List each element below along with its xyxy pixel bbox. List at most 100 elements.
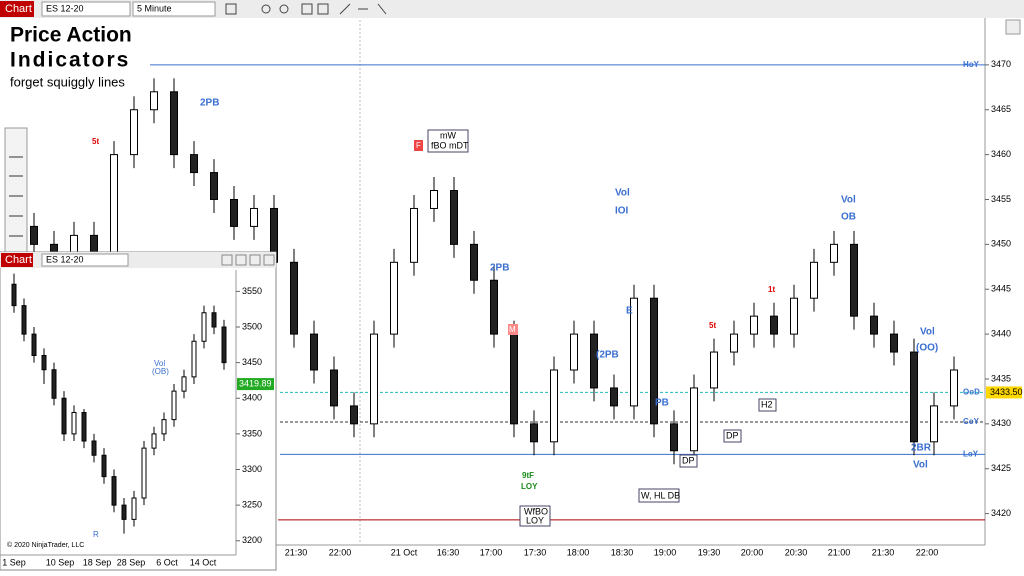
y-tick-label: 3445 (991, 284, 1011, 294)
candle-body (510, 333, 518, 425)
candle-body (850, 243, 858, 317)
candle-body (171, 390, 177, 421)
y-tick-label: 3470 (991, 59, 1011, 69)
main-chart: 3420 3425 3430 3435 3440 3445 3450 3455 3460 3465… (10, 59, 1023, 557)
title-line3: forget squiggly lines (10, 74, 125, 89)
annotation-box (679, 454, 698, 468)
candle-body (250, 207, 258, 227)
x-tick-label: 20:30 (785, 547, 808, 557)
candle-body (830, 243, 838, 263)
level-label: HoY (963, 60, 980, 69)
inset-frame (0, 251, 277, 571)
candle-body (111, 476, 117, 506)
annotation: W, HL DB (641, 490, 680, 500)
inset-instrument-select[interactable] (41, 253, 129, 267)
annotation: Vol (154, 359, 165, 368)
annotation: M (509, 325, 516, 334)
candle-body (910, 351, 918, 443)
annotation: E (626, 306, 633, 317)
x-tick-label: 22:00 (916, 547, 939, 557)
price-label: 3433.50 (990, 387, 1023, 397)
candle-body (330, 369, 338, 407)
interval: 5 Minute (137, 3, 172, 13)
y-tick-label: 3300 (242, 464, 262, 474)
annotation: DP (726, 430, 739, 440)
price-badge (986, 386, 1022, 399)
annotation: LOY (526, 515, 544, 525)
candle-body (151, 433, 157, 449)
y-tick-label: 3440 (991, 328, 1011, 338)
chart-tab[interactable] (0, 1, 34, 17)
tab-label: Chart (5, 3, 32, 15)
candle-body (170, 91, 178, 156)
annotation: H2 (761, 399, 773, 409)
candle-body (30, 225, 38, 245)
y-tick-label: 3400 (242, 393, 262, 403)
candle-body (490, 279, 498, 335)
inset-tab[interactable] (1, 253, 33, 267)
annotation: mW (440, 130, 456, 140)
candle-body (610, 387, 618, 407)
tool-icons[interactable] (9, 156, 23, 237)
x-tick-label: 21 Oct (391, 547, 418, 557)
annotation: F (416, 141, 421, 150)
y-tick-label: 3455 (991, 194, 1011, 204)
x-tick-label: 21:30 (872, 547, 895, 557)
candle-body (201, 312, 207, 342)
y-tick-label: 3435 (991, 373, 1011, 383)
candle-body (370, 333, 378, 425)
candle-body (710, 351, 718, 389)
candle-body (221, 326, 227, 364)
candle-body (550, 369, 558, 443)
x-tick-label: 10 Sep (46, 557, 75, 567)
x-tick-label: 18 Sep (83, 557, 112, 567)
annotation: Vol (615, 188, 630, 199)
candle-body (61, 397, 67, 435)
annotation: R (93, 530, 99, 539)
candle-body (11, 283, 17, 307)
annotation: 2BR (911, 443, 932, 454)
drawing-tools[interactable] (4, 127, 28, 253)
candle-body (870, 315, 878, 335)
candle-body (161, 419, 167, 435)
annotation-box (758, 398, 777, 412)
candle-body (650, 297, 658, 425)
x-tick-label: 14 Oct (190, 557, 217, 567)
candle-body (930, 405, 938, 443)
x-tick-label: 16:30 (437, 547, 460, 557)
annotation-box (638, 488, 680, 503)
y-tick-label: 3430 (991, 418, 1011, 428)
x-tick-label: 1 Sep (2, 557, 26, 567)
y-tick-label: 3465 (991, 104, 1011, 114)
window-buttons[interactable] (221, 254, 275, 266)
instrument-select[interactable] (41, 1, 131, 17)
instrument: ES 12-20 (46, 3, 84, 13)
candle-body (670, 423, 678, 452)
candle-body (730, 333, 738, 353)
candle-body (590, 333, 598, 389)
f-button[interactable] (1005, 19, 1021, 35)
inset-instrument: ES 12-20 (46, 254, 84, 264)
x-tick-label: 21:30 (285, 547, 308, 557)
candle-body (350, 405, 358, 425)
candle-body (121, 504, 127, 520)
candle-body (191, 340, 197, 378)
candle-body (190, 154, 198, 174)
candle-body (630, 297, 638, 407)
x-tick-label: 18:30 (611, 547, 634, 557)
x-tick-label: 28 Sep (117, 557, 146, 567)
candle-body (950, 369, 958, 407)
annotation: (OO) (916, 343, 938, 354)
toolbar-icons[interactable] (225, 3, 387, 15)
y-tick-label: 3460 (991, 149, 1011, 159)
y-tick-label: 3350 (242, 428, 262, 438)
inset-tab-label: Chart (5, 254, 32, 266)
annotation: (2PB (596, 350, 619, 361)
annotation-box (508, 324, 518, 335)
annotation: DP (682, 455, 695, 465)
candle-body (131, 497, 137, 520)
inset-toolbar (0, 252, 276, 268)
interval-select[interactable] (132, 1, 216, 17)
candle-body (430, 190, 438, 209)
annotation: IOI (615, 206, 629, 217)
